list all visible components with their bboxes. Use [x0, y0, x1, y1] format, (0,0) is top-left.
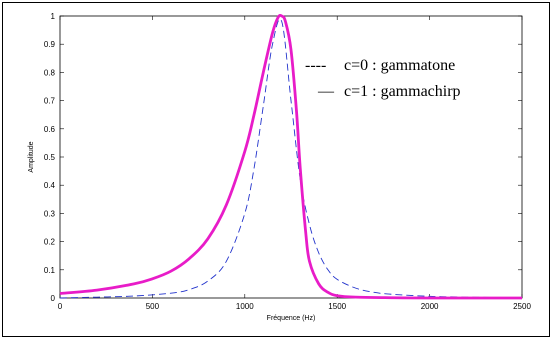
x-tick-label: 500 [146, 302, 160, 311]
y-tick-label: 0.7 [44, 97, 56, 106]
y-tick-label: 0.1 [44, 266, 56, 275]
x-axis: 0 500 1000 1500 2000 2500 [58, 16, 531, 311]
y-tick-label: 0.4 [44, 181, 56, 190]
x-tick-label: 0 [58, 302, 63, 311]
y-axis-label: Amplitude [28, 141, 35, 172]
x-tick-label: 1500 [328, 302, 346, 311]
x-axis-label: Fréquence (Hz) [267, 315, 316, 322]
legend-entry-2-label: c=1 : gammachirp [344, 83, 461, 100]
x-tick-label: 2000 [421, 302, 439, 311]
x-tick-label: 2500 [513, 302, 531, 311]
legend-entry-2-marker: — [317, 83, 335, 100]
y-tick-label: 0.9 [44, 40, 56, 49]
series-gammatone-line [59, 18, 523, 299]
y-tick-label: 0.8 [44, 68, 56, 77]
x-tick-label: 1000 [236, 302, 254, 311]
y-tick-label: 0.6 [44, 125, 56, 134]
series-gammachirp-line [59, 13, 522, 300]
series-layer [59, 13, 523, 300]
y-axis: 0 0.1 0.2 0.3 0.4 0.5 0.6 0.7 0.8 0.9 1 [44, 12, 522, 303]
y-tick-label: 1 [51, 12, 56, 21]
y-tick-label: 0.5 [44, 153, 56, 162]
legend: ---- c=0 : gammatone — c=1 : gammachirp [305, 57, 461, 100]
legend-entry-1-marker: ---- [305, 57, 326, 74]
y-tick-label: 0 [51, 294, 56, 303]
y-tick-label: 0.2 [44, 238, 56, 247]
y-tick-label: 0.3 [44, 209, 56, 218]
legend-entry-1-label: c=0 : gammatone [344, 57, 455, 74]
